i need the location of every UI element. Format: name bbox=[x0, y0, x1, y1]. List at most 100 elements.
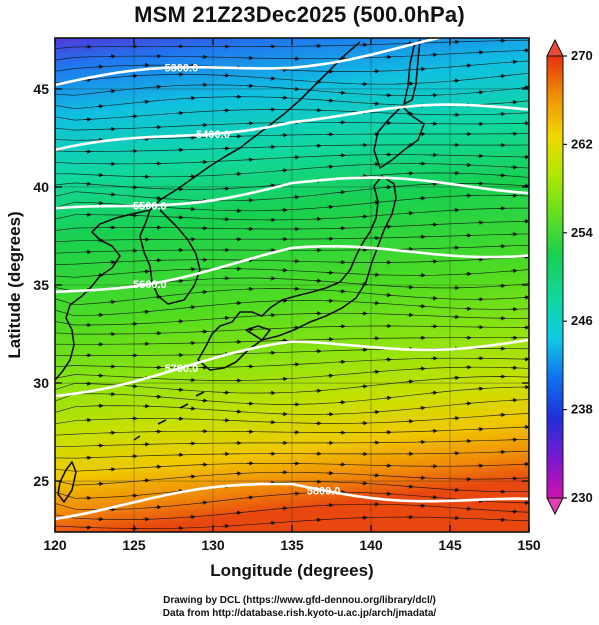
wind-arrow bbox=[268, 76, 276, 81]
wind-arrow bbox=[464, 63, 472, 68]
contour-line bbox=[55, 338, 529, 398]
contour-label: 5500.0 bbox=[133, 201, 167, 213]
x-axis-label: Longitude (degrees) bbox=[210, 561, 373, 580]
y-tick-label: 25 bbox=[33, 473, 49, 489]
wind-arrow bbox=[188, 305, 196, 310]
coastlines bbox=[55, 39, 425, 503]
streamline bbox=[55, 337, 529, 345]
wind-arrow bbox=[280, 506, 288, 511]
wind-arrow bbox=[188, 474, 196, 479]
wind-arrow bbox=[510, 99, 518, 105]
credits-line-2: Data from http://database.rish.kyoto-u.a… bbox=[162, 608, 437, 619]
x-tick-label: 120 bbox=[43, 537, 67, 553]
wind-arrow bbox=[326, 204, 334, 210]
contour-line bbox=[55, 176, 529, 210]
wind-arrow bbox=[372, 369, 380, 375]
y-tick-label: 35 bbox=[33, 277, 49, 293]
contour-line bbox=[55, 482, 529, 521]
contour-line bbox=[55, 103, 529, 152]
wind-arrow bbox=[464, 506, 472, 511]
wind-arrow bbox=[384, 395, 392, 401]
wind-arrow bbox=[108, 299, 116, 305]
wind-arrow bbox=[406, 379, 414, 384]
wind-arrow bbox=[142, 99, 150, 105]
credits-line-1: Drawing by DCL (https://www.gfd-dennou.o… bbox=[163, 595, 436, 606]
gridlines bbox=[55, 38, 529, 532]
x-tick-label: 130 bbox=[201, 537, 225, 553]
streamline bbox=[55, 471, 529, 486]
streamline bbox=[55, 163, 529, 178]
wind-arrow bbox=[234, 510, 242, 516]
wind-arrow bbox=[522, 295, 529, 300]
streamline bbox=[55, 233, 529, 243]
wind-arrow bbox=[498, 283, 506, 289]
colorbar-tick-label: 262 bbox=[571, 136, 593, 151]
wind-arrow bbox=[268, 183, 276, 188]
credits: Drawing by DCL (https://www.gfd-dennou.o… bbox=[0, 594, 599, 620]
wind-arrow bbox=[108, 88, 116, 94]
streamline bbox=[55, 268, 529, 278]
wind-arrow bbox=[464, 401, 472, 406]
wind-arrow bbox=[452, 415, 460, 421]
streamline bbox=[55, 366, 529, 381]
wind-arrow bbox=[338, 189, 346, 195]
chart-title: MSM 21Z23Dec2025 (500.0hPa) bbox=[134, 2, 465, 27]
wind-arrow bbox=[418, 405, 426, 411]
colorbar-tick-label: 238 bbox=[571, 402, 593, 417]
wind-arrow bbox=[430, 390, 438, 396]
y-tick-label: 45 bbox=[33, 81, 49, 97]
wind-arrow bbox=[280, 168, 288, 173]
wind-arrow bbox=[406, 210, 414, 216]
y-axis-label: Latitude (degrees) bbox=[5, 211, 24, 358]
contour-label: 5600.0 bbox=[133, 279, 167, 291]
x-axis-ticks: 120 125 130 135 140 145 150 bbox=[43, 38, 541, 553]
colorbar-tick-label: 254 bbox=[571, 225, 593, 240]
wind-arrow bbox=[452, 78, 460, 83]
x-tick-label: 150 bbox=[517, 537, 541, 553]
colorbar: 270 262 254 246 238 230 bbox=[546, 38, 593, 516]
streamline bbox=[55, 399, 529, 415]
wind-arrow bbox=[246, 495, 254, 500]
streamline bbox=[55, 503, 529, 520]
wind-arrow bbox=[360, 384, 368, 389]
wind-arrow bbox=[510, 268, 518, 274]
wind-arrow bbox=[176, 387, 184, 392]
wind-arrow bbox=[522, 183, 529, 189]
colorbar-tick-label: 230 bbox=[571, 490, 593, 505]
wind-arrow bbox=[142, 478, 150, 483]
y-axis-ticks: 25 30 35 40 45 bbox=[33, 81, 529, 489]
contour-label: 5300.0 bbox=[165, 62, 199, 74]
y-tick-label: 40 bbox=[33, 179, 49, 195]
wind-arrow bbox=[200, 500, 208, 505]
x-tick-label: 145 bbox=[438, 537, 462, 553]
streamline bbox=[55, 300, 529, 317]
wind-arrow bbox=[522, 85, 529, 90]
x-tick-label: 140 bbox=[359, 537, 383, 553]
wind-arrow bbox=[372, 409, 380, 415]
contour-line bbox=[55, 245, 529, 294]
streamline bbox=[55, 438, 529, 447]
wind-arrow bbox=[314, 388, 322, 394]
wind-arrow bbox=[108, 192, 116, 197]
streamline bbox=[55, 60, 529, 72]
colorbar-tick-label: 246 bbox=[571, 313, 593, 328]
contour-label: 5700.0 bbox=[165, 363, 199, 375]
x-tick-label: 125 bbox=[122, 537, 146, 553]
x-tick-label: 135 bbox=[280, 537, 304, 553]
wind-arrow bbox=[176, 278, 184, 284]
colorbar-bottom-arrow bbox=[546, 497, 564, 516]
wind-arrow bbox=[142, 309, 150, 315]
streamline bbox=[55, 29, 535, 37]
wind-arrow bbox=[430, 494, 438, 500]
wind-arrow bbox=[84, 77, 92, 83]
wind-arrow bbox=[326, 373, 334, 378]
contour-line bbox=[55, 38, 445, 87]
wind-arrow bbox=[476, 90, 484, 95]
height-contours: 5300.0 5400.0 5500.0 5600.0 5700.0 5800.0 bbox=[55, 38, 529, 521]
contour-label: 5400.0 bbox=[196, 129, 230, 141]
wind-arrow bbox=[154, 504, 162, 510]
wind-arrow bbox=[292, 194, 300, 200]
wind-arrow bbox=[200, 289, 208, 295]
colorbar-top-arrow bbox=[546, 38, 564, 57]
weather-chart: 5300.0 5400.0 5500.0 5600.0 5700.0 5800.0 120… bbox=[5, 29, 593, 580]
